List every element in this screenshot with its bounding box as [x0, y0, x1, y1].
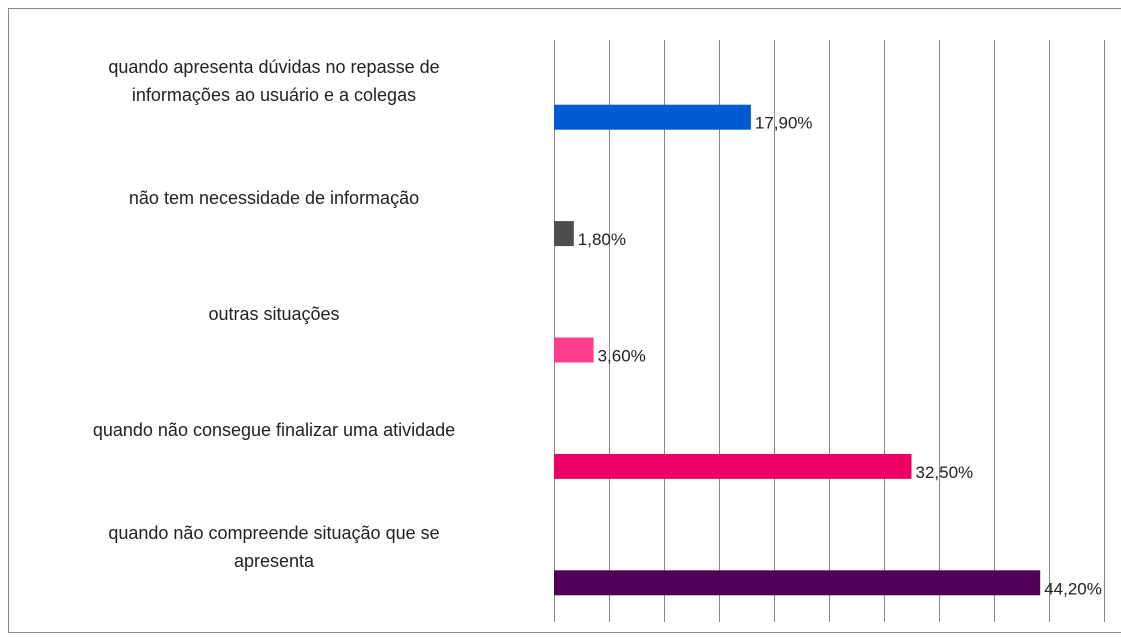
category-label: quando não consegue finalizar uma ativid…: [92, 420, 456, 441]
category-label: não tem necessidade de informação: [128, 187, 420, 208]
data-label: 44,20%: [1044, 579, 1102, 598]
data-label: 17,90%: [755, 114, 813, 133]
chart-border: [8, 8, 1121, 633]
data-label: 3,60%: [598, 346, 646, 365]
bar: [554, 221, 574, 247]
data-label: 1,80%: [578, 230, 626, 249]
category-label: outras situações: [208, 304, 340, 324]
category-label: quando apresenta dúvidas no repasse de i…: [108, 57, 440, 106]
bar: [554, 337, 594, 363]
category-label: quando não compreende situação que se ap…: [108, 522, 440, 571]
data-label: 32,50%: [916, 463, 974, 482]
bar: [554, 104, 751, 130]
bar: [554, 453, 912, 479]
bar: [554, 570, 1041, 596]
